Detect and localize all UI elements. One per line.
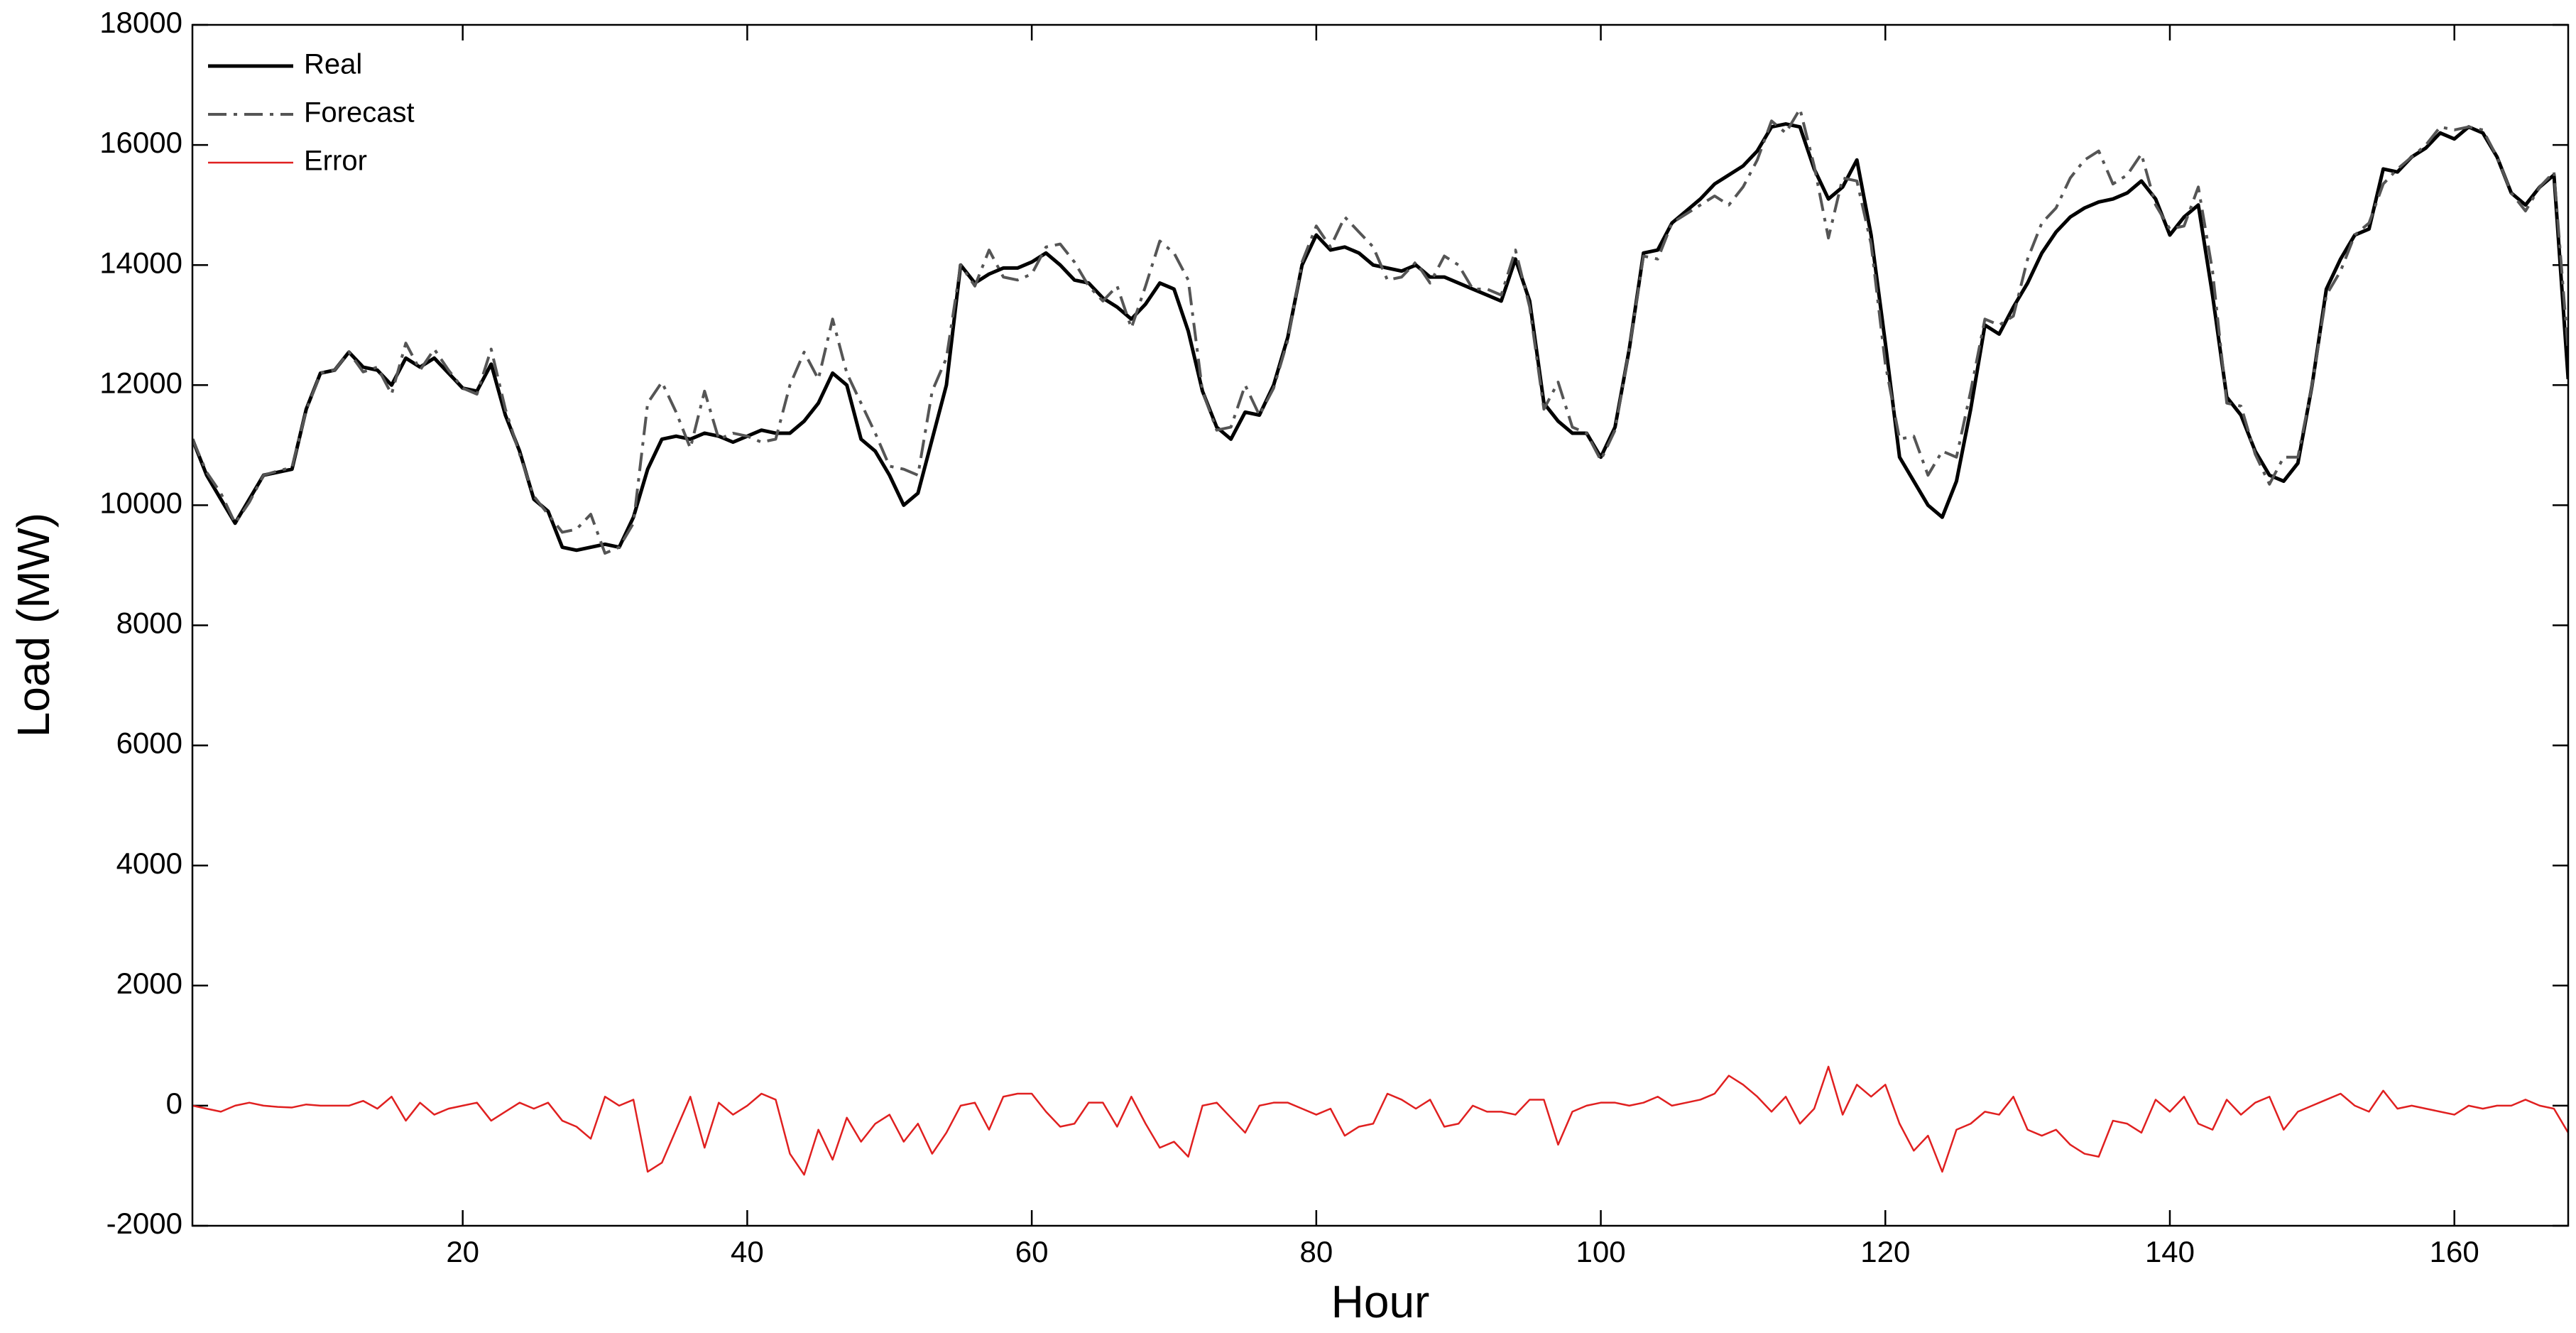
series-line (192, 122, 2568, 553)
x-tick-label: 60 (1015, 1235, 1049, 1268)
y-tick-label: 12000 (99, 366, 182, 399)
y-tick-label: 4000 (116, 847, 182, 880)
series-line (192, 1065, 2568, 1176)
x-tick-label: 120 (1860, 1235, 1910, 1268)
legend-label: Forecast (304, 97, 415, 129)
x-tick-label: 20 (446, 1235, 479, 1268)
y-tick-label: 6000 (116, 727, 182, 760)
y-tick-label: 14000 (99, 246, 182, 279)
x-axis-label: Hour (1331, 1276, 1430, 1327)
legend-label: Error (304, 146, 367, 177)
x-tick-label: 160 (2430, 1235, 2479, 1268)
x-tick-label: 80 (1299, 1235, 1333, 1268)
legend-label: Real (304, 49, 362, 80)
y-tick-label: 0 (166, 1087, 182, 1120)
x-tick-label: 100 (1576, 1235, 1626, 1268)
y-tick-label: 10000 (99, 486, 182, 519)
plot-frame (191, 23, 2570, 1227)
y-tick-label: 16000 (99, 126, 182, 159)
y-tick-label: -2000 (107, 1207, 182, 1240)
y-tick-label: 18000 (99, 6, 182, 39)
y-tick-label: 8000 (116, 606, 182, 640)
series-line (192, 107, 2568, 555)
y-tick-label: 2000 (116, 967, 182, 1000)
x-tick-label: 40 (731, 1235, 764, 1268)
y-axis-label: Load (MW) (8, 513, 59, 738)
x-tick-label: 140 (2145, 1235, 2195, 1268)
